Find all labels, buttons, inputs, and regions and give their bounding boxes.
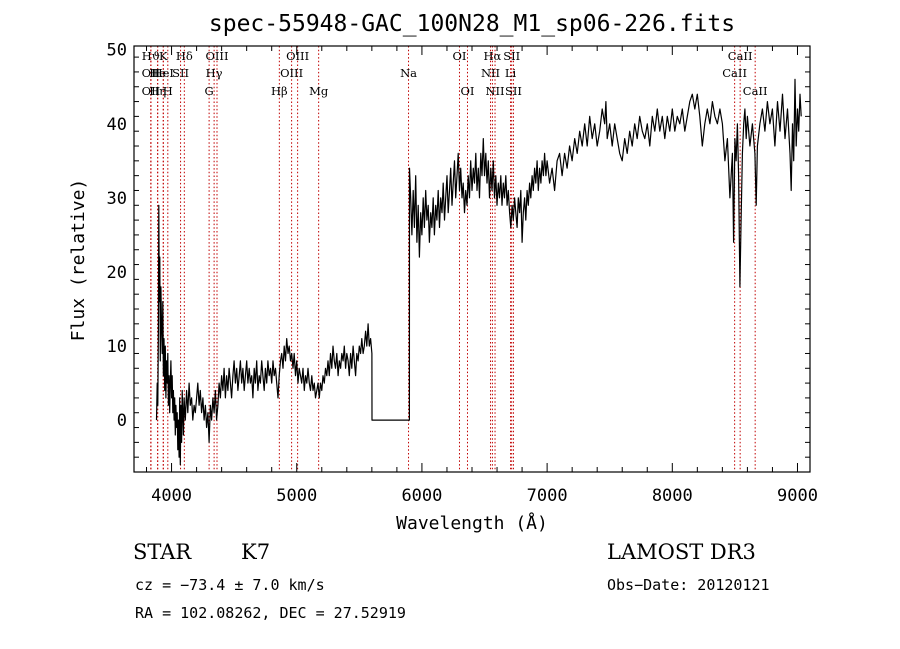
- line-label: CaII: [722, 66, 747, 80]
- line-label: SII: [503, 49, 520, 63]
- line-labels: HϑOIIOIIHeHηKHeIHSIIHδGHγOIIIHβOIIIOIIIM…: [142, 49, 768, 98]
- redshift-text: cz = −73.4 ± 7.0 km/s: [135, 576, 325, 594]
- line-label: NII: [481, 66, 500, 80]
- y-tick-label: 10: [107, 337, 127, 357]
- object-subclass: K7: [241, 540, 270, 564]
- line-label: Mg: [309, 84, 329, 98]
- y-tick-label: 30: [107, 189, 127, 209]
- x-tick-label: 7000: [527, 486, 568, 506]
- coordinates: RA = 102.08262, DEC = 27.52919: [135, 604, 406, 622]
- spectrum-line: [155, 78, 802, 466]
- y-tick-label: 0: [117, 411, 127, 431]
- x-tick-label: 4000: [151, 486, 192, 506]
- line-label: OI: [452, 49, 466, 63]
- object-class: STAR: [133, 540, 192, 564]
- spectrum-series: [155, 78, 802, 466]
- y-axis-label: Flux (relative): [68, 179, 89, 342]
- line-label: Hα: [484, 49, 502, 63]
- line-label: Hϑ: [142, 49, 160, 63]
- line-label: Hγ: [206, 66, 223, 80]
- line-label: NII: [485, 84, 504, 98]
- x-tick-label: 6000: [401, 486, 442, 506]
- y-tick-label: 20: [107, 263, 127, 283]
- axes: 4000 5000 6000 7000 8000 9000 0 10 20 30 40 50: [107, 41, 818, 506]
- y-tick-label: 40: [107, 115, 127, 135]
- y-tick-label: 50: [107, 41, 127, 61]
- line-label: OIII: [280, 66, 303, 80]
- line-label: SII: [505, 84, 522, 98]
- x-axis-label: Wavelength (Å): [396, 512, 548, 534]
- line-label: G: [205, 84, 214, 98]
- x-tick-label: 9000: [777, 486, 818, 506]
- line-label: CaII: [743, 84, 768, 98]
- line-label: K: [159, 49, 168, 63]
- line-label: OI: [461, 84, 475, 98]
- line-label: He: [149, 66, 166, 80]
- plot-frame: [133, 45, 811, 473]
- line-label: Na: [400, 66, 417, 80]
- line-label: OIII: [205, 49, 228, 63]
- line-label: OII: [142, 84, 161, 98]
- line-label: OII: [142, 66, 161, 80]
- x-tick-label: 5000: [276, 486, 317, 506]
- line-label: CaII: [728, 49, 753, 63]
- line-label: H: [163, 84, 173, 98]
- emission-lines: [150, 46, 756, 472]
- line-label: Hη: [149, 84, 166, 98]
- line-label: Hβ: [271, 84, 288, 98]
- line-label: Li: [505, 66, 517, 80]
- line-label: SII: [172, 66, 189, 80]
- obs-date: Obs−Date: 20120121: [607, 576, 770, 594]
- line-label: Hδ: [176, 49, 193, 63]
- line-label: OIII: [286, 49, 309, 63]
- survey-name: LAMOST DR3: [607, 540, 756, 564]
- line-label: HeI: [153, 66, 174, 80]
- info-panel: STAR K7 LAMOST DR3 cz = −73.4 ± 7.0 km/s…: [133, 540, 770, 622]
- chart-title: spec-55948-GAC_100N28_M1_sp06-226.fits: [209, 11, 735, 37]
- x-tick-label: 8000: [652, 486, 693, 506]
